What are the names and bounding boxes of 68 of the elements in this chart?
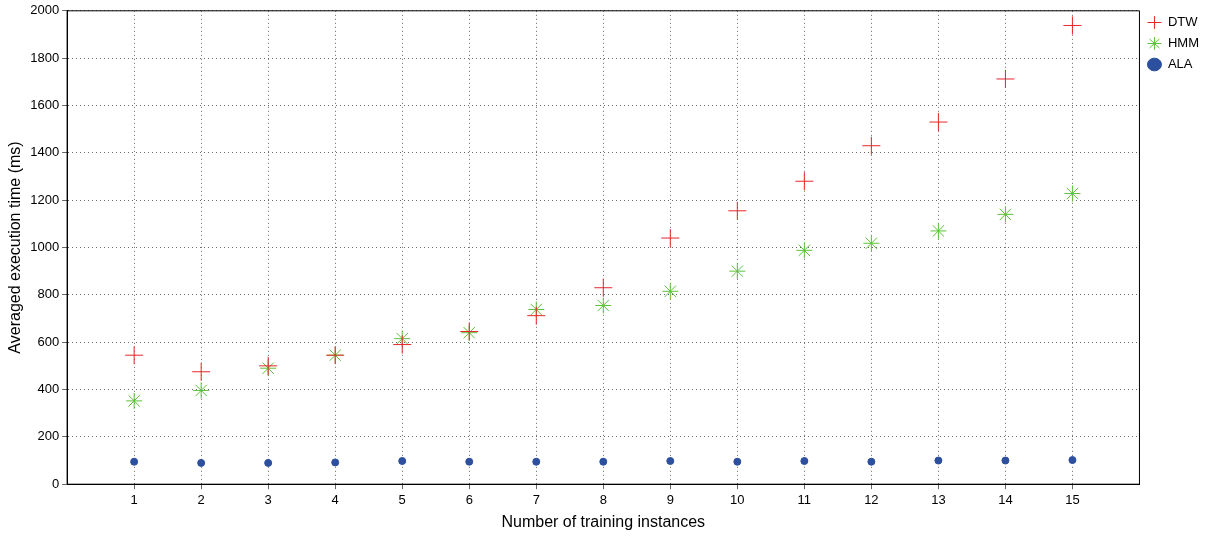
x-tick-label: 4: [331, 491, 339, 507]
x-tick-label: 15: [1065, 491, 1080, 507]
point: [861, 136, 881, 156]
point: [191, 362, 211, 382]
y-tick-label: 400: [37, 381, 60, 397]
point: [660, 228, 680, 248]
y-tick-label: 1800: [30, 49, 60, 65]
point: [928, 112, 948, 132]
y-tick-label: 1600: [30, 97, 60, 113]
point: [392, 335, 412, 355]
y-tick-label: 1400: [30, 144, 60, 160]
y-tick-label: 800: [37, 286, 60, 302]
point: [1062, 15, 1082, 35]
x-tick-label: 12: [864, 491, 879, 507]
legend-label: DTW: [1167, 14, 1199, 30]
point: [929, 222, 947, 240]
x-tick-label: 10: [730, 491, 745, 507]
y-tick-label: 1000: [30, 239, 60, 255]
point: [599, 457, 608, 466]
x-tick-label: 2: [197, 491, 205, 507]
y-tick-label: 200: [37, 428, 60, 444]
y-axis-title: Averaged execution time (ms): [6, 141, 24, 354]
x-tick-label: 8: [599, 491, 607, 507]
x-axis-title: Number of training instances: [501, 512, 706, 530]
point: [130, 457, 139, 466]
point: [996, 205, 1014, 223]
x-tick-label: 5: [398, 491, 406, 507]
x-tick-label: 14: [998, 491, 1013, 507]
point: [594, 296, 612, 314]
point: [124, 345, 144, 365]
point: [197, 458, 206, 467]
point: [995, 69, 1015, 89]
point: [1001, 456, 1010, 465]
point: [666, 457, 675, 465]
point: [192, 381, 210, 399]
point: [593, 278, 613, 298]
point: [728, 262, 746, 280]
y-tick-label: 1200: [30, 191, 60, 207]
point: [264, 458, 273, 467]
point: [934, 456, 943, 465]
x-tick-label: 11: [797, 491, 812, 507]
y-tick-label: 0: [51, 475, 60, 491]
x-tick-label: 6: [465, 491, 473, 507]
point: [1068, 456, 1077, 465]
legend-label: ALA: [1167, 56, 1193, 72]
point: [661, 282, 679, 300]
point: [125, 392, 143, 410]
point: [526, 306, 546, 326]
x-tick-label: 1: [130, 491, 138, 507]
x-tick-label: 13: [931, 491, 946, 507]
y-tick-label: 2000: [30, 2, 60, 18]
point: [398, 457, 407, 465]
point: [532, 457, 541, 466]
legend-label: HMM: [1167, 35, 1199, 51]
point: [867, 457, 876, 466]
point: [465, 457, 474, 466]
point: [727, 201, 747, 221]
point: [331, 458, 340, 467]
point: [862, 234, 880, 252]
point: [800, 457, 809, 465]
point: [1063, 185, 1081, 203]
x-tick-label: 9: [666, 491, 674, 507]
x-tick-label: 7: [532, 491, 540, 507]
point: [794, 171, 814, 191]
point: [795, 241, 813, 259]
y-tick-label: 600: [37, 333, 60, 349]
x-tick-label: 3: [264, 491, 272, 507]
point: [733, 457, 742, 466]
